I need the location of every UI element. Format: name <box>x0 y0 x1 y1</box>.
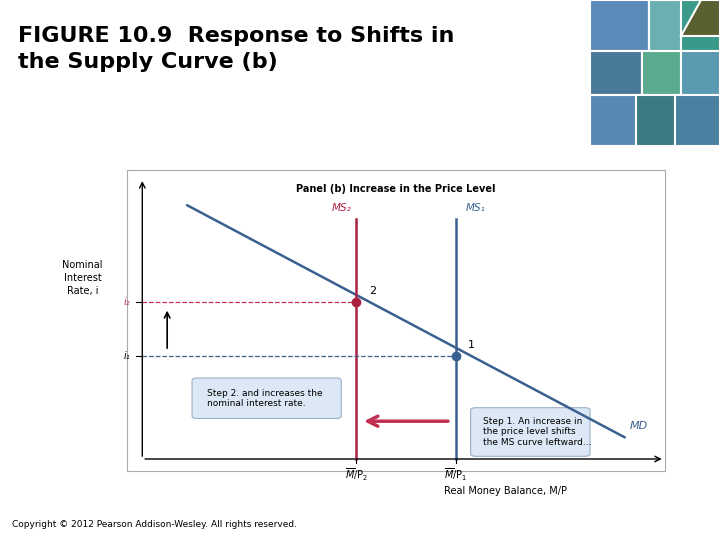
Text: Real Money Balance, M/P: Real Money Balance, M/P <box>444 486 567 496</box>
Polygon shape <box>636 95 675 146</box>
Text: Step 2. and increases the
nominal interest rate.: Step 2. and increases the nominal intere… <box>207 389 323 408</box>
Polygon shape <box>681 51 720 95</box>
Text: Nominal
Interest
Rate, i: Nominal Interest Rate, i <box>63 260 103 296</box>
FancyBboxPatch shape <box>471 408 590 456</box>
Text: 2: 2 <box>369 286 376 296</box>
Text: i₂: i₂ <box>123 298 130 307</box>
Text: Copyright © 2012 Pearson Addison-Wesley. All rights reserved.: Copyright © 2012 Pearson Addison-Wesley.… <box>12 519 297 529</box>
Polygon shape <box>681 0 720 36</box>
Text: Panel (b) Increase in the Price Level: Panel (b) Increase in the Price Level <box>296 184 496 194</box>
Polygon shape <box>590 51 642 95</box>
Text: MS₂: MS₂ <box>331 202 351 213</box>
Polygon shape <box>675 95 720 146</box>
Text: $\overline{M}$/P$_1$: $\overline{M}$/P$_1$ <box>444 467 467 483</box>
Text: Step 1. An increase in
the price level shifts
the MS curve leftward…: Step 1. An increase in the price level s… <box>483 417 592 447</box>
Polygon shape <box>649 0 681 51</box>
Polygon shape <box>649 0 720 51</box>
FancyBboxPatch shape <box>192 378 341 419</box>
Text: FIGURE 10.9  Response to Shifts in
the Supply Curve (b): FIGURE 10.9 Response to Shifts in the Su… <box>18 26 454 72</box>
Text: i₁: i₁ <box>123 352 130 361</box>
Polygon shape <box>642 51 681 95</box>
Polygon shape <box>590 95 636 146</box>
Text: MS₁: MS₁ <box>466 202 485 213</box>
Text: 1: 1 <box>468 340 475 350</box>
Text: $\overline{M}$/P$_2$: $\overline{M}$/P$_2$ <box>345 467 368 483</box>
Text: 10-
33: 10- 33 <box>643 508 667 537</box>
Text: MD: MD <box>630 421 648 431</box>
Polygon shape <box>590 0 649 51</box>
